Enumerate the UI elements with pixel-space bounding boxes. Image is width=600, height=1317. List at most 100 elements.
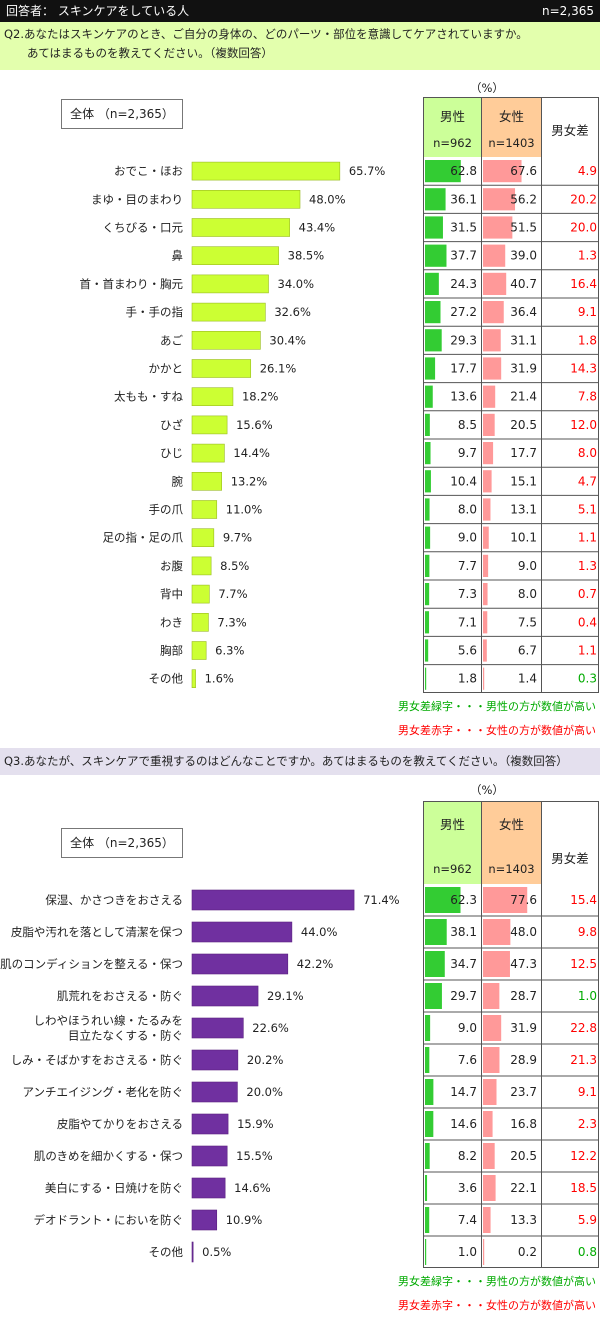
q2-total-bar [191,330,261,350]
q2-category-label: 鼻 [172,249,184,263]
q2-category-label: まゆ・目のまわり [91,192,183,206]
q3-category-label: 保湿、かさつきをおさえる [45,893,183,907]
q2-total-value: 9.7% [223,531,252,545]
q3-total-bar [191,985,259,1007]
q2-question: Q2.あなたはスキンケアのとき、ご自分の身体の、どのパーツ・部位を意識してケアさ… [0,22,600,70]
q2-total-value: 32.6% [274,305,311,319]
q2-total-value: 6.3% [215,644,244,658]
q2-category-label: その他 [149,672,184,686]
q3-total-value: 71.4% [363,893,400,907]
q2-total-value: 34.0% [278,277,315,291]
q3-total-bar [191,921,293,943]
respondents-label: 回答者： スキンケアをしている人 [6,4,190,18]
q3-total-value: 10.9% [226,1213,263,1227]
q2-total-value: 18.2% [242,390,279,404]
q3-category-label: アンチエイジング・老化を防ぐ [22,1085,183,1099]
q2-total-value: 48.0% [309,192,346,206]
q3-category-label: デオドラント・においを防ぐ [34,1213,184,1227]
q2-category-label: くちびる・口元 [103,221,184,235]
q3-category-label: 肌のコンディションを整える・保つ [0,957,183,971]
q3-total-value: 20.0% [246,1085,283,1099]
q2-total-value: 26.1% [260,362,297,376]
q3-total-bar [191,953,289,975]
q2-total-bar [191,415,228,435]
q3-total-value: 15.5% [236,1149,273,1163]
q2-category-label: 手・手の指 [126,305,184,319]
q2-legend-red: 男女差赤字・・・女性の方が数値が高い [398,724,596,737]
q2-total-value: 30.4% [269,333,306,347]
q2-total-value: 14.4% [233,446,270,460]
q2-category-label: 背中 [160,587,183,601]
q3-total-value: 0.5% [202,1245,231,1259]
q2-category-label: おでこ・ほお [114,164,183,178]
q3-unit-label: （%） [470,783,504,797]
q3-male-n: n=962 [433,862,472,876]
q2-total-bar [191,584,210,604]
q3-total-value: 29.1% [267,989,304,1003]
q3-total-bar [191,1081,238,1103]
q2-total-bar [191,500,218,519]
q2-title-line1: Q2.あなたはスキンケアのとき、ご自分の身体の、どのパーツ・部位を意識してケアさ… [4,27,528,41]
q2-diff-header: 男女差 [551,123,589,138]
q3-table-frame [423,801,599,1268]
q2-total-bar [191,612,209,632]
q2-category-label: あご [160,333,183,347]
q2-table-divider [481,97,482,693]
q2-category-label: かかと [149,362,184,376]
q2-category-label: 足の指・足の爪 [103,531,184,545]
q3-category-label: 皮脂や汚れを落として清潔を保つ [11,925,183,939]
q2-total-bar [191,161,341,181]
q2-total-bar [191,387,234,407]
q3-total-label: 全体 （n=2,365） [61,828,183,858]
q2-total-value: 15.6% [236,418,273,432]
q2-total-bar [191,359,252,378]
q3-total-bar [191,1017,244,1039]
q2-total-bar [191,190,301,209]
q2-category-label: 手の爪 [149,503,184,517]
q3-total-bar [191,1209,218,1231]
q2-total-value: 65.7% [349,164,386,178]
q3-category-label: 肌のきめを細かくする・保つ [34,1149,183,1163]
q2-total-bar [191,443,225,463]
q2-table-frame [423,97,599,693]
q2-female-label: 女性 [498,109,524,124]
q3-category-label: その他 [149,1245,184,1259]
q2-total-value: 11.0% [226,503,263,517]
q2-legend-green: 男女差緑字・・・男性の方が数値が高い [398,700,596,713]
q3-table-divider [481,801,482,1268]
q2-total-value: 13.2% [231,474,268,488]
q3-category-label: 目立たなくする・防ぐ [68,1029,183,1043]
q2-total-bar [191,218,290,237]
q3-total-bar [191,1177,226,1199]
q2-male-header: 男性 n=962 [424,98,481,157]
q2-female-n: n=1403 [488,136,535,150]
q2-total-bar [191,302,266,322]
q3-total-bar [191,889,355,911]
q3-legend-red: 男女差赤字・・・女性の方が数値が高い [398,1299,596,1312]
q3-total-value: 44.0% [301,925,338,939]
q2-male-label: 男性 [439,109,465,124]
q2-category-label: ひじ [160,446,183,460]
q3-title: Q3.あなたが、スキンケアで重視するのはどんなことですか。あてはまるものを教えて… [4,754,568,768]
q2-category-label: 太もも・すね [114,390,183,404]
q3-total-value: 42.2% [297,957,334,971]
q2-table-divider [541,97,542,693]
q3-category-label: 美白にする・日焼けを防ぐ [45,1181,183,1195]
q2-unit-label: （%） [470,81,504,95]
q2-total-value: 7.3% [217,615,246,629]
q3-total-bar [191,1241,194,1263]
q3-table-divider [541,801,542,1268]
q2-total-bar [191,641,207,660]
q2-total-bar [191,669,196,689]
q3-question: Q3.あなたが、スキンケアで重視するのはどんなことですか。あてはまるものを教えて… [0,748,600,775]
q3-total-value: 20.2% [247,1053,284,1067]
q2-total-value: 8.5% [220,559,249,573]
q3-category-label: 皮脂やてかりをおさえる [57,1117,183,1131]
q2-female-header: 女性 n=1403 [482,98,541,157]
q3-legend-green: 男女差緑字・・・男性の方が数値が高い [398,1275,596,1288]
q2-total-value: 38.5% [288,249,325,263]
q3-category-label: 肌荒れをおさえる・防ぐ [57,989,183,1003]
total-n: n=2,365 [541,4,594,18]
q3-total-bar [191,1113,229,1135]
q2-total-bar [191,274,269,294]
